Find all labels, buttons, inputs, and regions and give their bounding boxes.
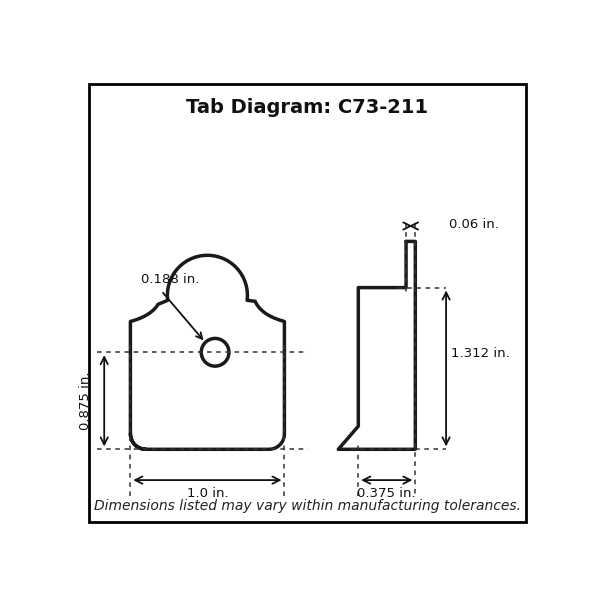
Text: Tab Diagram: C73-211: Tab Diagram: C73-211 <box>187 98 428 117</box>
Text: 0.188 in.: 0.188 in. <box>141 274 200 286</box>
Text: 0.06 in.: 0.06 in. <box>449 218 499 231</box>
Text: 0.375 in.: 0.375 in. <box>358 487 416 500</box>
Text: 1.0 in.: 1.0 in. <box>187 487 228 500</box>
Text: 1.312 in.: 1.312 in. <box>451 347 509 359</box>
Text: 0.875 in.: 0.875 in. <box>79 371 92 430</box>
Text: Dimensions listed may vary within manufacturing tolerances.: Dimensions listed may vary within manufa… <box>94 499 521 513</box>
